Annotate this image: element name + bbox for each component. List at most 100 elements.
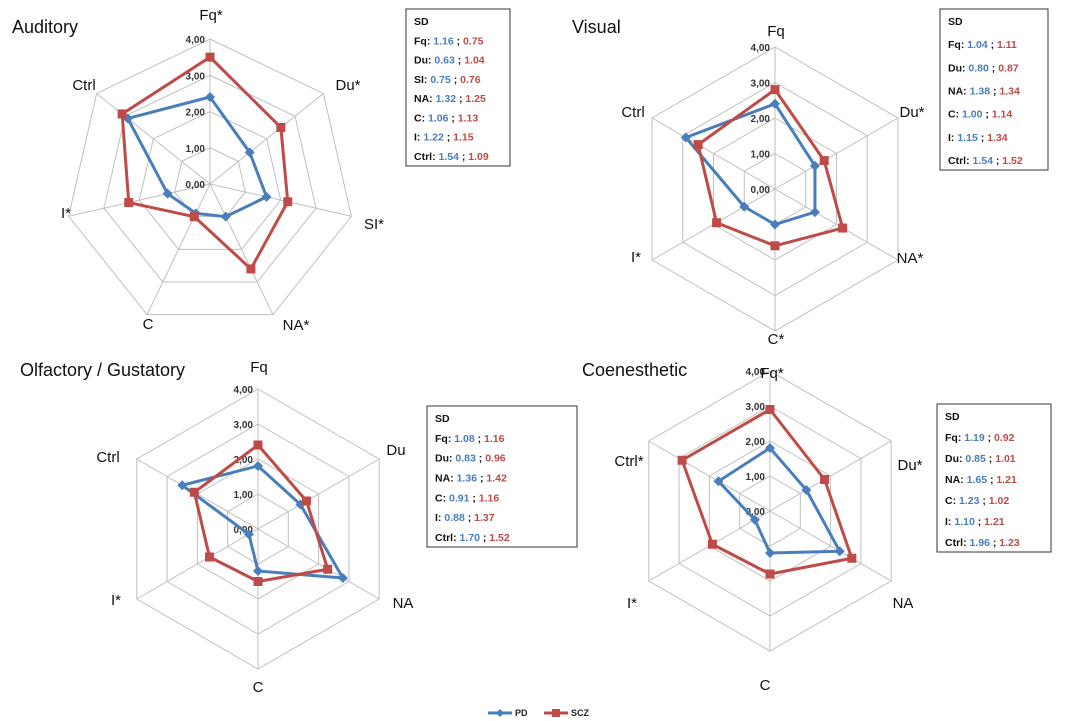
data-point <box>301 496 311 506</box>
sd-pd-value: 1.32 <box>436 93 457 105</box>
series-scz <box>189 440 333 586</box>
data-point <box>712 218 722 228</box>
axis-label: NA* <box>897 250 924 267</box>
sd-row: C: 1.00 ; 1.14 <box>948 109 1012 121</box>
legend-label: SCZ <box>571 708 590 718</box>
grid-spoke <box>769 440 892 512</box>
axis-label: NA <box>393 595 414 612</box>
sd-scz-value: 1.11 <box>997 39 1017 51</box>
data-point <box>124 198 134 208</box>
chart-title: Coenesthetic <box>582 360 687 380</box>
axis-label: C <box>253 679 264 696</box>
sd-pd-value: 1.36 <box>457 473 478 485</box>
data-point <box>261 191 272 202</box>
sd-row-label: NA: <box>945 474 967 486</box>
sd-row: Ctrl: 1.96 ; 1.23 <box>945 537 1020 549</box>
grid-spoke <box>209 183 274 315</box>
data-point <box>770 98 780 109</box>
sd-pd-value: 1.54 <box>973 155 994 167</box>
sd-scz-value: 1.16 <box>484 433 505 445</box>
sd-box: SD Fq: 1.04 ; 1.11 Du: 0.80 ; 0.87 NA: 1.38… <box>939 8 1049 171</box>
grid-spoke <box>257 458 380 530</box>
data-point <box>246 264 256 274</box>
sd-pd-value: 0.80 <box>968 62 989 74</box>
tick-label: 1,00 <box>234 490 254 501</box>
sd-separator: ; <box>979 495 988 507</box>
sd-pd-value: 1.54 <box>439 151 460 163</box>
tick-label: 0,00 <box>751 185 771 196</box>
sd-row-label: NA: <box>414 93 436 105</box>
sd-pd-value: 1.65 <box>967 474 988 486</box>
sd-pd-value: 1.15 <box>957 132 978 144</box>
data-point <box>765 548 775 558</box>
legend-label: PD <box>515 708 528 718</box>
legend: PD SCZ <box>488 708 590 718</box>
grid-ring <box>68 38 352 316</box>
sd-row-label: C: <box>945 495 959 507</box>
sd-row-label: C: <box>414 112 428 124</box>
tick-label: 2,00 <box>234 455 254 466</box>
axis-label: SI* <box>364 216 384 233</box>
grid-spoke <box>209 183 352 217</box>
legend-marker <box>496 709 504 717</box>
series-scz <box>117 52 293 274</box>
tick-label: 4,00 <box>234 385 254 396</box>
sd-row: C: 0.91 ; 1.16 <box>435 492 499 504</box>
sd-separator: ; <box>978 132 987 144</box>
sd-separator: ; <box>982 109 991 121</box>
sd-row: NA: 1.36 ; 1.42 <box>435 473 507 485</box>
radar-chart-1: Auditory 0,00 1,00 2,00 3,00 4,00 Fq* Du* SI* NA*… <box>12 7 511 334</box>
sd-row: Ctrl: 1.70 ; 1.52 <box>435 532 510 544</box>
series-line <box>716 446 842 555</box>
sd-row-label: Fq: <box>948 39 967 51</box>
sd-row-label: Du: <box>435 453 455 465</box>
sd-box-frame <box>405 8 511 167</box>
sd-pd-value: 1.00 <box>962 109 983 121</box>
sd-row: Du: 0.80 ; 0.87 <box>948 62 1019 74</box>
sd-row-label: Fq: <box>435 433 454 445</box>
sd-row-label: Du: <box>414 55 434 67</box>
legend-item-scz: SCZ <box>544 708 590 718</box>
sd-box: SD Fq: 1.19 ; 0.92 Du: 0.85 ; 1.01 NA: 1.65… <box>936 403 1052 553</box>
data-point <box>801 485 812 495</box>
series-pd <box>122 92 272 222</box>
sd-row: Fq: 1.19 ; 0.92 <box>945 432 1015 444</box>
sd-separator: ; <box>988 39 997 51</box>
data-point <box>276 122 286 132</box>
axis-label: C <box>760 677 771 694</box>
sd-heading: SD <box>435 413 450 425</box>
sd-row-label: Ctrl: <box>414 151 439 163</box>
sd-row: Du: 0.85 ; 1.01 <box>945 453 1016 465</box>
sd-row: Du: 0.83 ; 0.96 <box>435 453 506 465</box>
sd-scz-value: 1.04 <box>464 55 485 67</box>
data-point <box>677 455 687 465</box>
sd-row: I: 1.22 ; 1.15 <box>414 132 474 144</box>
sd-row: NA: 1.38 ; 1.34 <box>948 86 1020 98</box>
grid-spoke <box>774 188 899 261</box>
sd-pd-value: 1.38 <box>970 86 991 98</box>
sd-scz-value: 0.76 <box>460 74 481 86</box>
series-scz <box>693 85 848 251</box>
sd-pd-value: 1.19 <box>964 432 985 444</box>
data-point <box>765 443 775 453</box>
sd-separator: ; <box>990 537 999 549</box>
sd-row: Ctrl: 1.54 ; 1.52 <box>948 155 1023 167</box>
data-point <box>253 577 263 586</box>
sd-separator: ; <box>975 516 984 528</box>
data-point <box>253 440 263 450</box>
sd-row: C: 1.23 ; 1.02 <box>945 495 1009 507</box>
sd-scz-value: 1.13 <box>458 112 479 124</box>
sd-separator: ; <box>990 86 999 98</box>
data-point <box>117 109 127 119</box>
data-point <box>739 201 750 212</box>
axis-label: NA <box>893 595 914 612</box>
grid-spoke <box>136 528 259 600</box>
data-point <box>765 405 775 414</box>
sd-row-label: Du: <box>945 453 965 465</box>
sd-scz-value: 1.21 <box>984 516 1005 528</box>
data-point <box>809 160 820 171</box>
sd-box-frame <box>939 8 1049 171</box>
sd-separator: ; <box>985 432 994 444</box>
axis-label: Du <box>386 442 405 459</box>
